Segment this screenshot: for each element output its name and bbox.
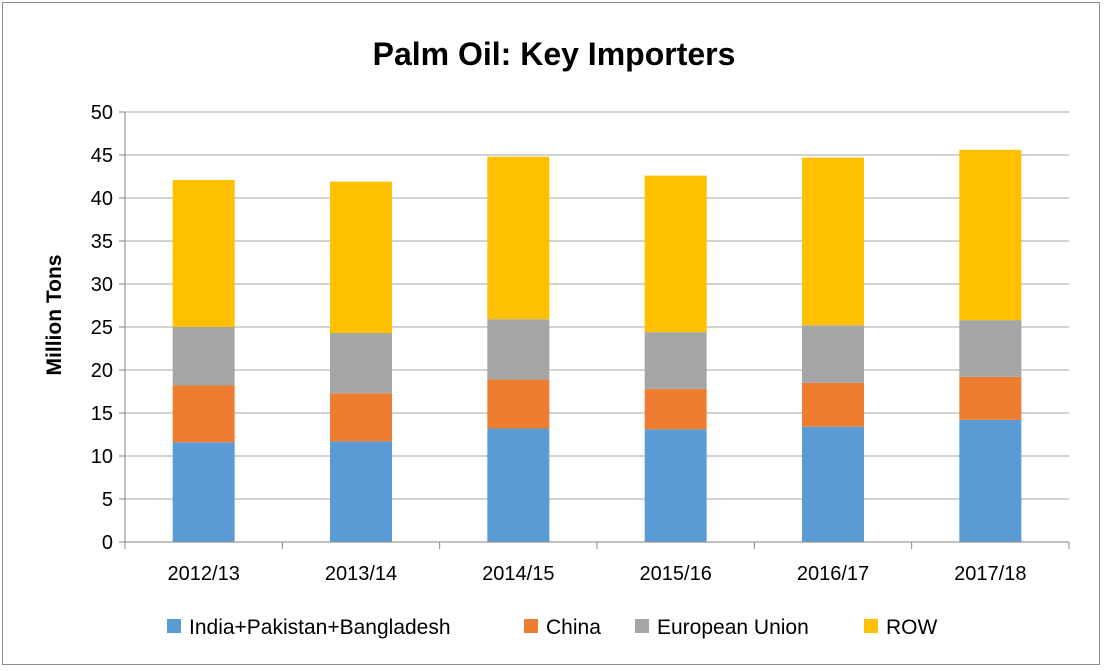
x-tick-label: 2016/17: [797, 563, 869, 585]
legend-label: China: [546, 616, 601, 639]
legend-label: India+Pakistan+Bangladesh: [189, 616, 451, 639]
bar-segment: [330, 333, 392, 394]
legend-swatch: [635, 619, 649, 633]
bars: [172, 149, 1022, 542]
legend-swatch: [524, 619, 538, 633]
y-tick-label: 35: [91, 231, 113, 253]
y-tick-label: 25: [91, 317, 113, 339]
y-tick-label: 30: [91, 274, 113, 296]
x-tick-label: 2015/16: [640, 563, 712, 585]
y-tick-label: 20: [91, 360, 113, 382]
y-tick-label: 40: [91, 188, 113, 210]
bar-segment: [487, 156, 550, 320]
bar-segment: [330, 181, 392, 334]
x-tick-label: 2014/15: [482, 563, 554, 585]
bar-segment: [959, 376, 1022, 420]
bar-segment: [802, 325, 864, 383]
y-tick-label: 15: [91, 403, 113, 425]
bar-segment: [644, 175, 707, 333]
bar-segment: [487, 428, 550, 542]
gridlines: [125, 111, 1069, 500]
legend-swatch: [167, 619, 181, 633]
bar-segment: [959, 419, 1022, 542]
bar-segment: [802, 426, 864, 542]
legend-label: European Union: [657, 616, 809, 639]
legend: India+Pakistan+Bangladesh China European U…: [167, 616, 938, 639]
bar-segment: [644, 388, 707, 430]
bar-segment: [802, 157, 864, 326]
y-tick-label: 5: [102, 489, 113, 511]
stacked-bar-chart: Palm Oil: Key Importers Million Tons 0 5 1…: [43, 36, 1070, 639]
bar-segment: [330, 441, 392, 542]
bar-segment: [644, 332, 707, 389]
chart-title: Palm Oil: Key Importers: [373, 36, 736, 72]
x-tick-label: 2012/13: [168, 563, 240, 585]
bar-segment: [644, 429, 707, 542]
bar-segment: [959, 320, 1022, 377]
axes: 0 5 10 15 20 25 30 35 40 45 50 2012/13 2013/14 2014/1…: [91, 102, 1070, 585]
bar-segment: [172, 327, 235, 386]
y-tick-label: 10: [91, 446, 113, 468]
legend-label: ROW: [886, 616, 938, 639]
bar-segment: [487, 379, 550, 429]
x-tick-label: 2013/14: [325, 563, 397, 585]
bar-segment: [172, 179, 235, 327]
x-tick-label: 2017/18: [954, 563, 1026, 585]
bar-segment: [802, 382, 864, 427]
y-axis-label: Million Tons: [43, 255, 66, 376]
bar-segment: [172, 385, 235, 443]
legend-swatch: [864, 619, 878, 633]
bar-segment: [172, 442, 235, 542]
y-tick-label: 50: [91, 102, 113, 124]
y-tick-label: 0: [102, 532, 113, 554]
bar-segment: [959, 149, 1022, 321]
bar-segment: [330, 393, 392, 442]
bar-segment: [487, 319, 550, 380]
y-tick-label: 45: [91, 145, 113, 167]
